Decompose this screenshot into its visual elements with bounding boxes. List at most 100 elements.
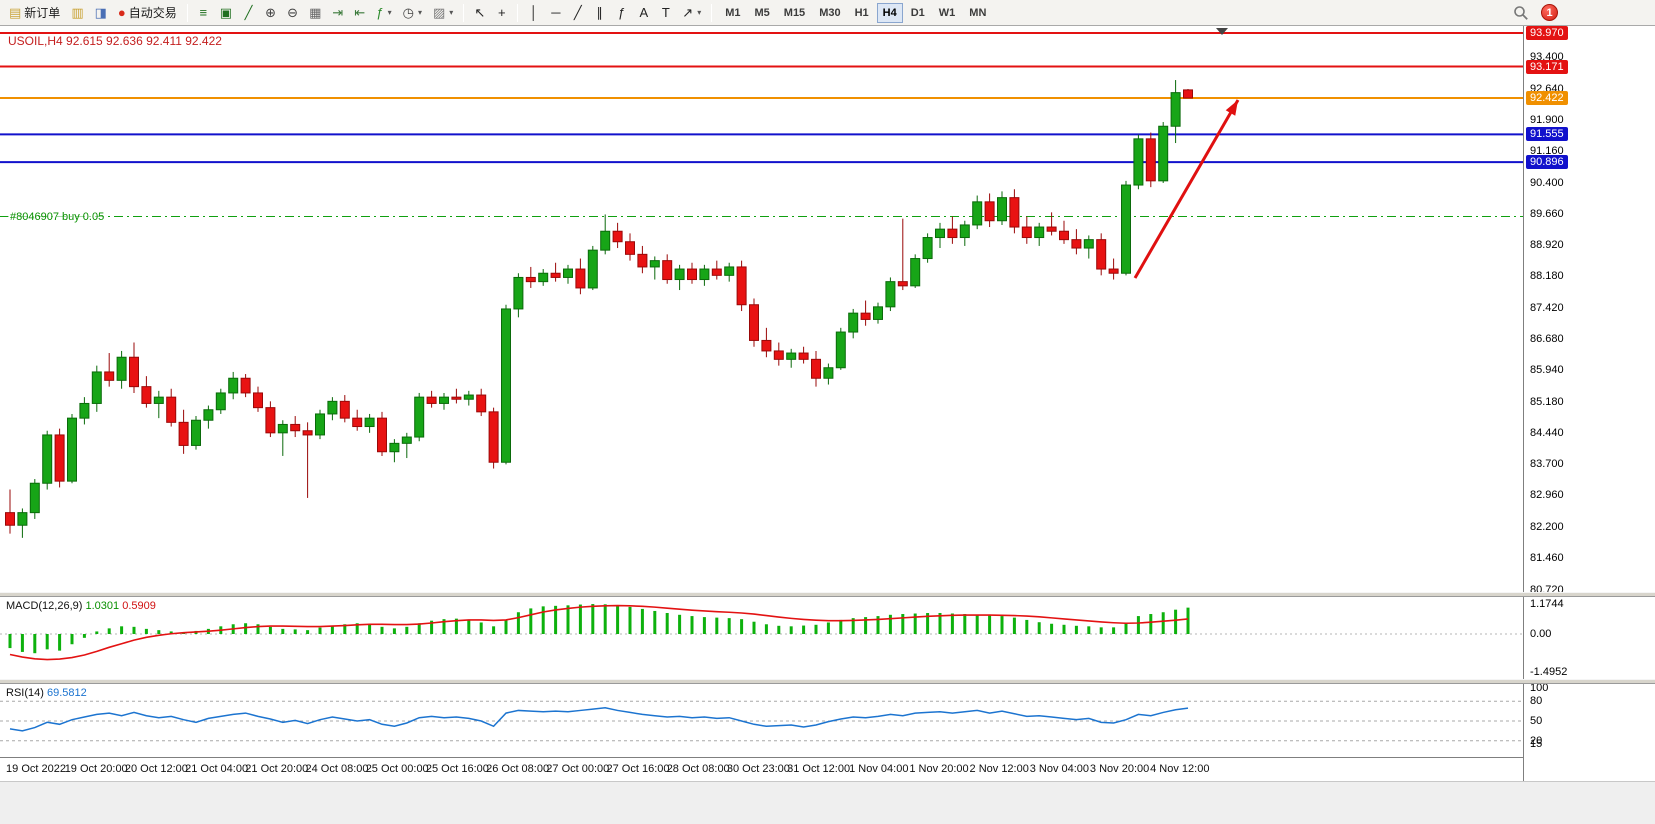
time-axis-label: 27 Oct 00:00 [546, 763, 610, 775]
macd-label: MACD(12,26,9) 1.0301 0.5909 [6, 600, 156, 612]
search-icon[interactable] [1513, 5, 1529, 21]
macd-signal-line [9, 604, 1189, 661]
navigator-button[interactable]: ◨ [90, 2, 112, 23]
trendline-icon: ╱ [573, 5, 582, 20]
timeframe-w1-button[interactable]: W1 [938, 6, 956, 19]
macd-indicator-panel[interactable]: MACD(12,26,9) 1.0301 0.5909 [0, 597, 1523, 679]
price-tag: 91.555 [1526, 127, 1568, 142]
time-axis-label: 19 Oct 2022 [6, 763, 66, 775]
price-chart-panel[interactable]: USOIL,H4 92.615 92.636 92.411 92.422 #80… [0, 26, 1523, 592]
auto-scroll-button[interactable]: ⇥ [327, 2, 348, 23]
crosshair-button[interactable]: + [491, 2, 512, 23]
rsi-label: RSI(14) 69.5812 [6, 687, 87, 699]
price-axis-label: 83.700 [1530, 458, 1564, 471]
price-axis-label: 88.180 [1530, 270, 1564, 283]
notification-badge[interactable]: 1 [1541, 4, 1558, 21]
timeframe-mn-button[interactable]: MN [969, 6, 987, 19]
time-axis-label: 26 Oct 08:00 [486, 763, 550, 775]
price-axis-label: 90.400 [1530, 176, 1564, 189]
chart-shift-button[interactable]: ⇤ [349, 2, 370, 23]
label-button[interactable]: T [655, 2, 676, 23]
rsi-name: RSI(14) [6, 687, 44, 699]
fibonacci-button[interactable]: ƒ [611, 2, 632, 23]
indicators-button[interactable]: ƒ ▾ [371, 2, 396, 23]
arrows-button[interactable]: ↗ ▾ [677, 2, 706, 23]
time-axis-label: 31 Oct 12:00 [787, 763, 851, 775]
equidistant-channel-button[interactable]: ∥ [589, 2, 610, 23]
dropdown-caret-icon: ▾ [417, 8, 422, 17]
templates-button[interactable]: ▨ ▾ [428, 2, 458, 23]
macd-axis-label: 0.00 [1530, 628, 1552, 640]
crosshair-icon: + [498, 5, 506, 20]
dropdown-caret-icon: ▾ [449, 8, 454, 17]
horizontal-line-button[interactable]: ─ [545, 2, 566, 23]
timeframe-m15-button[interactable]: M15 [783, 6, 806, 19]
price-axis-label: 87.420 [1530, 302, 1564, 315]
trend-arrow [1133, 99, 1240, 279]
chart-shift-marker [1216, 28, 1228, 35]
zoom-in-button[interactable]: ⊕ [260, 2, 281, 23]
timeframe-group: M1 M5 M15 M30 H1 H4 D1 W1 MN [719, 2, 992, 23]
text-button[interactable]: A [633, 2, 654, 23]
price-axis-label: 81.460 [1530, 552, 1564, 565]
time-axis-label: 24 Oct 08:00 [305, 763, 369, 775]
candlestick-chart-button[interactable]: ▣ [215, 2, 237, 23]
candlestick-series [5, 80, 1193, 538]
new-order-button[interactable]: ▤ 新订单 [4, 2, 65, 23]
timeframe-m30-button[interactable]: M30 [819, 6, 841, 19]
panel-splitter[interactable] [0, 592, 1655, 597]
price-axis-label: 88.920 [1530, 239, 1564, 252]
price-axis-label: 86.680 [1530, 333, 1564, 346]
macd-main-value: 1.0301 [85, 600, 120, 612]
timeframe-m5-button[interactable]: M5 [754, 6, 770, 19]
arrow-object-icon: ↗ [682, 5, 694, 20]
timeframe-m1-button[interactable]: M1 [725, 6, 741, 19]
time-axis-label: 27 Oct 16:00 [606, 763, 670, 775]
cursor-button[interactable]: ↖ [469, 2, 490, 23]
rsi-indicator-panel[interactable]: RSI(14) 69.5812 [0, 684, 1523, 757]
dropdown-caret-icon: ▾ [697, 8, 702, 17]
macd-chart-canvas[interactable] [0, 597, 1523, 679]
price-tag: 93.171 [1526, 59, 1568, 74]
label-icon: T [661, 5, 670, 20]
timeframe-h4-button[interactable]: H4 [876, 2, 903, 23]
line-chart-button[interactable]: ╱ [238, 2, 259, 23]
timeframe-h1-button[interactable]: H1 [854, 6, 869, 19]
price-axis[interactable]: 93.400 92.640 91.900 91.160 90.400 89.660 88.9… [1523, 26, 1655, 781]
auto-scroll-icon: ⇥ [332, 5, 344, 20]
macd-histogram [8, 604, 1190, 654]
toolbar-separator [186, 3, 188, 22]
auto-trading-button[interactable]: ● 自动交易 [113, 2, 182, 23]
chart-shift-icon: ⇤ [354, 5, 366, 20]
price-axis-label: 89.660 [1530, 208, 1564, 221]
periods-button[interactable]: ◷ ▾ [398, 2, 427, 23]
dropdown-caret-icon: ▾ [387, 8, 392, 17]
periods-clock-icon: ◷ [402, 5, 414, 20]
zoom-out-button[interactable]: ⊖ [282, 2, 303, 23]
vertical-line-button[interactable]: │ [523, 2, 544, 23]
price-chart-canvas[interactable] [0, 26, 1523, 592]
time-axis[interactable]: 19 Oct 2022 19 Oct 20:00 20 Oct 12:00 21 Oc… [0, 757, 1523, 781]
time-axis-label: 1 Nov 04:00 [849, 763, 909, 775]
main-toolbar: ▤ 新订单 ▥ ◨ ● 自动交易 ≡ ▣ ╱ ⊕ ⊖ ▦ ⇥ ⇤ ƒ ▾ ◷ ▾ ▨ ▾ ↖ + │ ─ ╱ ∥ ƒ A T ↗ ▾ M1 M5… [0, 0, 1655, 26]
time-axis-label: 28 Oct 08:00 [666, 763, 730, 775]
cursor-arrow-icon: ↖ [474, 5, 486, 20]
timeframe-d1-button[interactable]: D1 [910, 6, 925, 19]
trendline-button[interactable]: ╱ [567, 2, 588, 23]
auto-trading-button-label: 自动交易 [128, 6, 177, 20]
autotrading-status-icon: ● [117, 5, 126, 20]
price-axis-label: 85.180 [1530, 396, 1564, 409]
time-axis-label: 4 Nov 12:00 [1150, 763, 1210, 775]
tile-windows-button[interactable]: ▦ [304, 2, 326, 23]
price-axis-label: 91.160 [1530, 145, 1564, 158]
panel-splitter[interactable] [0, 679, 1655, 684]
price-tag: 90.896 [1526, 155, 1568, 170]
rsi-chart-canvas[interactable] [0, 684, 1523, 757]
macd-name: MACD(12,26,9) [6, 600, 83, 612]
market-watch-button[interactable]: ▥ [66, 2, 88, 23]
time-axis-label: 2 Nov 12:00 [969, 763, 1029, 775]
bar-chart-button[interactable]: ≡ [193, 2, 214, 23]
toolbar-separator [711, 3, 713, 22]
rsi-axis-label: 100 [1530, 682, 1549, 694]
